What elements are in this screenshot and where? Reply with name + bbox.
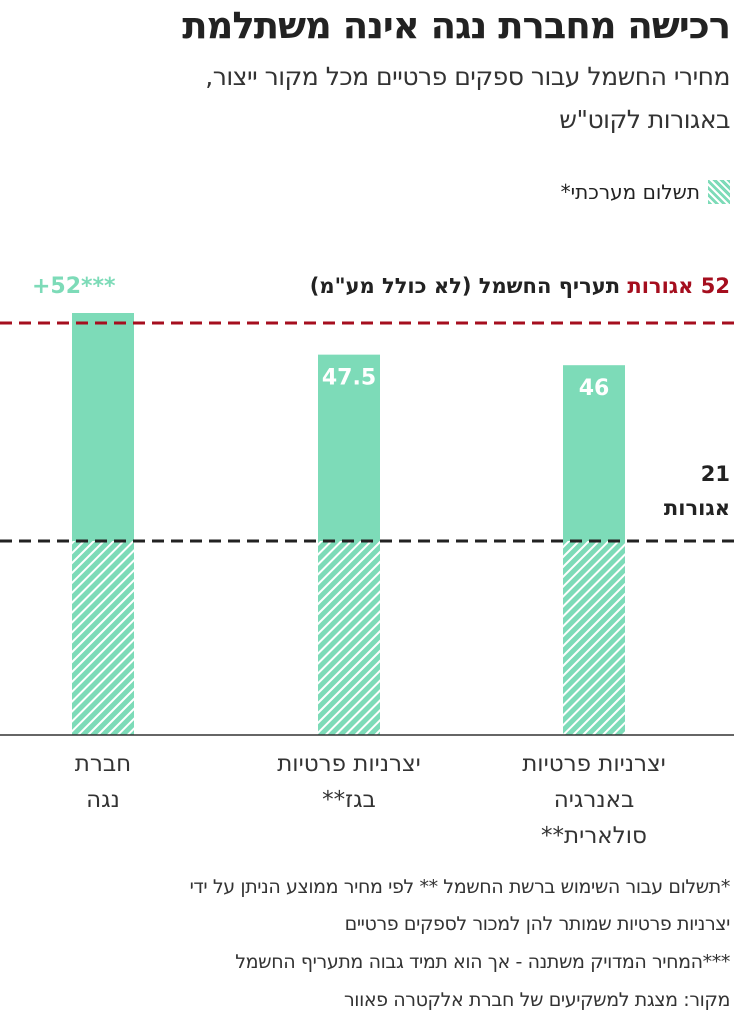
footnote-2: יצרניות פרטיות שמותר להן למכור לספקים פר… [344,913,731,935]
category-label: יצרניות פרטיות באנרגיה סולארית** [522,746,666,854]
footnote-3: ***המחיר המדויק משתנה - אך הוא תמיד גבוה… [235,951,730,973]
bar-value-label: 46 [579,376,610,401]
chart-subtitle-line-2: באגורות לקוט"ש [559,105,730,134]
hatched-swatch-icon [708,180,730,204]
category-label: חברת נגה [75,746,131,818]
bar-price [72,313,134,541]
footnote-1: *תשלום עבור השימוש ברשת החשמל ** לפי מחי… [189,876,731,898]
category-label-line: בגז** [322,787,376,813]
tariff-text: תעריף החשמל (לא כולל מע"מ) [309,274,621,298]
value-label-noga: +52*** [32,274,116,299]
category-label-line: נגה [86,787,120,813]
chart-subtitle-line-1: מחירי החשמל עבור ספקים פרטיים מכל מקור י… [205,62,730,91]
bar-system-payment [318,541,380,735]
chart-title: רכישה מחברת נגה אינה משתלמת [182,4,731,47]
category-label-line: יצרניות פרטיות [277,751,421,777]
legend: תשלום מערכתי* [561,180,730,204]
system-line-unit: אגורות [663,496,730,520]
legend-label: תשלום מערכתי* [560,180,700,204]
source-note: מקור: מצגת למשקיעים של חברת אלקטרה פאוור [343,989,730,1011]
category-label-line: חברת [74,751,132,777]
tariff-amount: 52 אגורות [627,274,730,298]
bar-system-payment [563,541,625,735]
category-label-line: סולארית** [541,823,647,849]
category-label-line: יצרניות פרטיות [522,751,666,777]
bar-price [318,354,380,541]
category-label: יצרניות פרטיות בגז** [277,746,421,818]
bar-price [563,365,625,541]
bar-system-payment [72,541,134,735]
category-label-line: באנרגיה [553,787,635,813]
system-line-amount: 21 [700,462,730,486]
bar-value-label: 47.5 [322,366,376,391]
tariff-line-label: 52 אגורות תעריף החשמל (לא כולל מע"מ) [310,274,730,298]
